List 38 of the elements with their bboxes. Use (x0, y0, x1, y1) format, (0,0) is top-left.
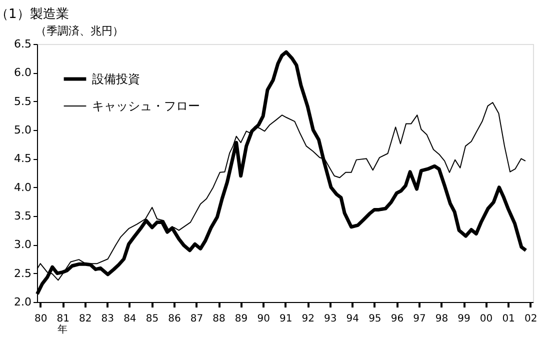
y-tick-label: 2.5 (14, 266, 32, 280)
x-tick-label: 94 (346, 314, 360, 324)
y-axis-title: （季調済、兆円） (36, 24, 124, 38)
x-tick-label: 99 (458, 314, 470, 324)
y-tick-label: 2.0 (14, 296, 32, 308)
x-tick-label: 83 (101, 314, 114, 324)
chart-title: （1）製造業 (0, 7, 69, 22)
y-tick-label: 4.5 (14, 152, 32, 166)
x-tick-label: 89 (234, 314, 248, 324)
y-tick-label: 5.5 (14, 94, 32, 108)
y-tick-label: 3.5 (14, 210, 32, 222)
x-tick-label: 80 (34, 314, 48, 324)
x-tick-label: 86 (168, 314, 181, 324)
legend-label: 設備投資 (92, 72, 140, 86)
x-tick-label: 87 (190, 314, 204, 324)
x-tick-label: 93 (324, 314, 337, 324)
x-tick-label: 96 (390, 314, 404, 324)
x-tick-label: 82 (79, 314, 92, 324)
x-axis-title: 年 (58, 324, 68, 336)
x-tick-label: 84 (124, 314, 136, 324)
x-tick-label: 81 (56, 314, 70, 324)
y-tick-label: 4.0 (14, 180, 32, 194)
legend-label: キャッシュ・フロー (92, 99, 200, 113)
y-tick-label: 5.0 (14, 124, 32, 136)
x-tick-label: 91 (279, 314, 292, 324)
y-tick-label: 6.0 (14, 66, 32, 80)
x-tick-label: 97 (413, 314, 426, 324)
y-tick-label: 6.5 (14, 38, 32, 50)
x-tick-label: 88 (212, 314, 226, 324)
x-tick-label: 85 (146, 314, 159, 324)
x-tick-label: 00 (480, 314, 493, 324)
x-tick-label: 92 (302, 314, 314, 324)
x-tick-label: 02 (524, 314, 538, 324)
x-tick-label: 90 (257, 314, 270, 324)
y-tick-label: 3.0 (14, 238, 32, 252)
x-tick-label: 95 (368, 314, 382, 324)
x-tick-label: 01 (502, 314, 515, 324)
x-tick-label: 98 (435, 314, 448, 324)
